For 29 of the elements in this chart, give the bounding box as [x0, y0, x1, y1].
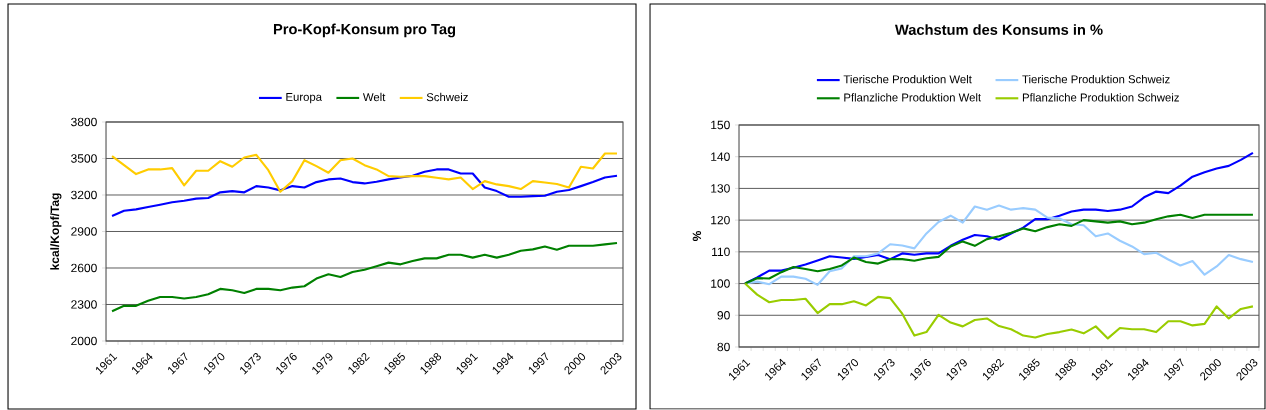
legend-label: Tierische Produktion Welt: [843, 74, 972, 84]
line-series: [110, 168, 619, 217]
y-tick-label: 110: [712, 247, 730, 257]
y-tick-label: 100: [711, 279, 730, 288]
legend-label: Pflanzliche Produktion Schweiz: [1022, 93, 1179, 102]
chart-title: Pro-Kopf-Konsum pro Tag: [273, 23, 456, 38]
y-tick-label: 2300: [71, 300, 97, 309]
y-tick-label: 2600: [71, 263, 97, 273]
legend-label: Tierische Produktion Schweiz: [1022, 74, 1170, 84]
y-tick-label: 80: [717, 342, 730, 352]
y-tick-label: 120: [711, 215, 730, 225]
y-axis-title: kcal/Kopf/Tag: [50, 193, 62, 270]
y-tick-label: 3500: [71, 154, 97, 163]
legend-label: Welt: [362, 92, 386, 102]
y-tick-label: 150: [711, 120, 730, 130]
y-axis-title: %: [692, 230, 702, 242]
y-tick-label: 2900: [71, 227, 97, 236]
legend-label: Europa: [286, 93, 322, 104]
y-tick-label: 130: [711, 184, 730, 193]
y-tick-label: 140: [711, 152, 730, 161]
legend-label: Pflanzliche Produktion Welt: [844, 93, 982, 102]
y-tick-label: 3800: [71, 117, 97, 127]
y-tick-label: 2000: [71, 336, 97, 346]
y-tick-label: 90: [717, 311, 730, 320]
line-series: [743, 282, 1255, 340]
chart-title: Wachstum des Konsums in %: [894, 24, 1103, 35]
y-tick-label: 3200: [71, 190, 97, 200]
legend-label: Schweiz: [426, 92, 468, 102]
line-series: [110, 152, 619, 193]
